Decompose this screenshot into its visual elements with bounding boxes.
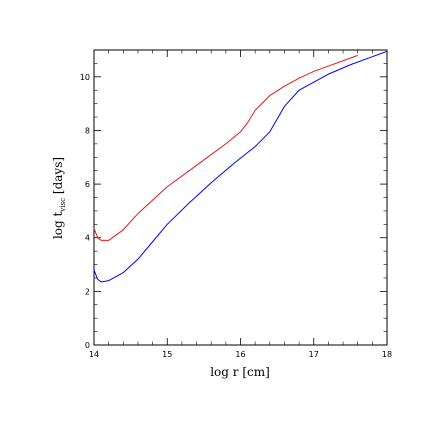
tick-marks <box>93 50 388 346</box>
x-tick-label: 16 <box>235 350 245 359</box>
plot-frame <box>93 49 388 346</box>
y-axis-label-prefix: log t <box>51 211 65 239</box>
y-tick-label: 4 <box>85 234 90 243</box>
x-tick-label: 14 <box>89 350 99 359</box>
x-tick-label: 17 <box>309 350 319 359</box>
y-axis-label-suffix: [days] <box>51 157 65 198</box>
y-axis-label: log tvisc [days] <box>51 157 67 239</box>
y-tick-label: 2 <box>85 287 90 296</box>
series-line-1 <box>93 54 358 241</box>
x-tick-label: 18 <box>382 350 392 359</box>
x-tick-label: 15 <box>162 350 172 359</box>
series-line-2 <box>93 50 388 283</box>
y-tick-label: 8 <box>85 126 90 135</box>
y-tick-label: 6 <box>85 180 90 189</box>
y-tick-label: 0 <box>85 341 90 350</box>
y-axis-label-subscript: visc <box>59 198 67 213</box>
plot-frame-group <box>93 49 388 346</box>
x-axis-label: log r [cm] <box>210 365 270 379</box>
tick-labels: 14 15 16 17 18 0 2 4 6 8 10 <box>80 73 392 359</box>
y-tick-label: 10 <box>80 73 90 82</box>
series-lines <box>93 50 388 283</box>
